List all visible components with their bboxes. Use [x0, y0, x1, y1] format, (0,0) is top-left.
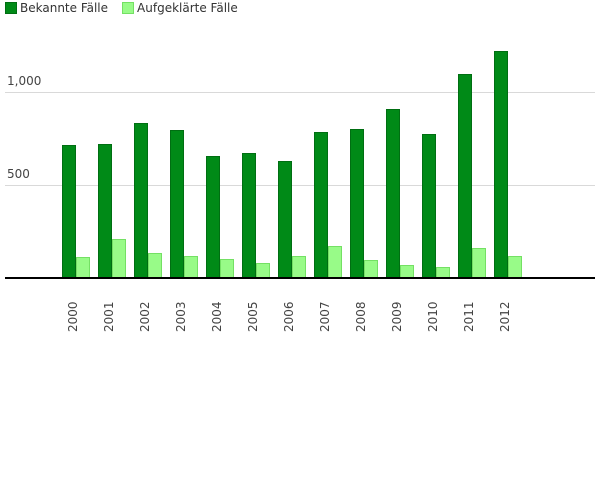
bar-bekannte-2009[interactable] — [386, 109, 400, 278]
x-tick-label-2001: 2001 — [102, 301, 116, 332]
gridline-500 — [5, 185, 595, 186]
bar-bekannte-2001[interactable] — [98, 144, 112, 278]
x-tick-label-2008: 2008 — [354, 301, 368, 332]
bar-aufgeklaerte-2011[interactable] — [472, 248, 486, 278]
bar-bekannte-2003[interactable] — [170, 130, 184, 278]
bar-bekannte-2002[interactable] — [134, 123, 148, 278]
x-tick-label-2010: 2010 — [426, 301, 440, 332]
bar-aufgeklaerte-2008[interactable] — [364, 260, 378, 278]
legend-label-aufgeklaerte: Aufgeklärte Fälle — [137, 1, 238, 15]
y-tick-1000: 1,000 — [7, 74, 42, 88]
bar-aufgeklaerte-2001[interactable] — [112, 239, 126, 278]
legend-swatch-aufgeklaerte — [122, 2, 135, 14]
bar-bekannte-2007[interactable] — [314, 132, 328, 278]
legend-item-aufgeklaerte[interactable]: Aufgeklärte Fälle — [122, 1, 238, 15]
legend-label-bekannte: Bekannte Fälle — [20, 1, 109, 15]
bar-aufgeklaerte-2006[interactable] — [292, 256, 306, 278]
bar-aufgeklaerte-2002[interactable] — [148, 253, 162, 278]
x-tick-label-2003: 2003 — [174, 301, 188, 332]
bar-aufgeklaerte-2012[interactable] — [508, 256, 522, 278]
bar-bekannte-2000[interactable] — [62, 145, 76, 278]
x-tick-label-2006: 2006 — [282, 301, 296, 332]
bar-aufgeklaerte-2005[interactable] — [256, 263, 270, 278]
y-tick-500: 500 — [7, 167, 30, 181]
bar-bekannte-2005[interactable] — [242, 153, 256, 278]
x-tick-label-2002: 2002 — [138, 301, 152, 332]
x-tick-label-2012: 2012 — [498, 301, 512, 332]
bar-bekannte-2008[interactable] — [350, 129, 364, 278]
bar-bekannte-2006[interactable] — [278, 161, 292, 278]
x-tick-label-2009: 2009 — [390, 301, 404, 332]
bar-aufgeklaerte-2003[interactable] — [184, 256, 198, 278]
x-tick-label-2000: 2000 — [66, 301, 80, 332]
x-tick-label-2011: 2011 — [462, 301, 476, 332]
x-tick-label-2005: 2005 — [246, 301, 260, 332]
bar-bekannte-2012[interactable] — [494, 51, 508, 278]
legend-swatch-bekannte — [5, 2, 17, 14]
legend-item-bekannte[interactable]: Bekannte Fälle — [5, 1, 108, 15]
x-tick-label-2007: 2007 — [318, 301, 332, 332]
x-axis-line — [5, 277, 595, 279]
bar-bekannte-2004[interactable] — [206, 156, 220, 278]
x-tick-label-2004: 2004 — [210, 301, 224, 332]
bar-bekannte-2010[interactable] — [422, 134, 436, 278]
bar-aufgeklaerte-2007[interactable] — [328, 246, 342, 278]
bar-aufgeklaerte-2000[interactable] — [76, 257, 90, 278]
bar-bekannte-2011[interactable] — [458, 74, 472, 278]
bar-aufgeklaerte-2004[interactable] — [220, 259, 234, 278]
chart-legend: Bekannte Fälle Aufgeklärte Fälle — [5, 0, 252, 16]
gridline-1000 — [5, 92, 595, 93]
